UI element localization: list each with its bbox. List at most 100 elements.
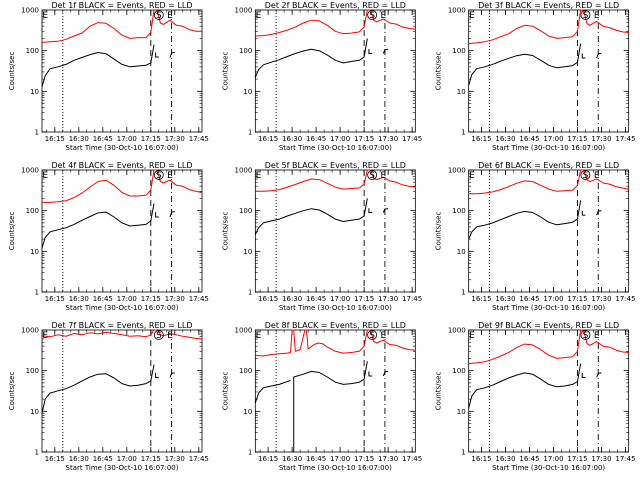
panel-det-3f: Det 3f BLACK = Events, RED = LLD 1 10 100 10…: [435, 1, 636, 152]
plot-frame: [41, 169, 203, 293]
x-tick-label: 17:15: [141, 295, 161, 303]
x-tick-label: 16:15: [471, 455, 491, 463]
interval-marker-label: E: [256, 11, 262, 21]
events-series-line: [468, 363, 582, 409]
x-tick-label: 17:30: [378, 135, 398, 143]
x-tick-label: 17:00: [117, 135, 137, 143]
events-series-line: [41, 44, 155, 87]
events-series-line: [254, 379, 291, 404]
x-tick-label: 17:45: [189, 135, 209, 143]
panel-title: Det 9f BLACK = Events, RED = LLD: [478, 321, 619, 330]
panel-title: Det 7f BLACK = Events, RED = LLD: [51, 321, 192, 330]
panel-det-9f: Det 9f BLACK = Events, RED = LLD 1 10 100 10…: [435, 321, 636, 472]
start-marker-circle: [367, 170, 378, 180]
y-tick-label: 1000: [448, 167, 466, 175]
y-tick-label: 100: [452, 47, 465, 55]
y-tick-label: 1: [248, 289, 252, 297]
lld-series-line: [41, 329, 203, 340]
x-tick-label: 17:00: [330, 295, 350, 303]
y-tick-label: 1: [35, 129, 39, 137]
x-tick-label: 17:15: [354, 295, 374, 303]
interval-marker-label: E: [380, 171, 386, 181]
events-series-line: [581, 53, 586, 59]
x-tick-label: 16:45: [93, 135, 113, 143]
y-axis-label: Counts/sec: [8, 372, 16, 411]
events-series-line: [596, 210, 602, 216]
y-tick-label: 100: [26, 367, 39, 375]
y-tick-label: 10: [243, 88, 252, 96]
x-tick-label: 16:15: [258, 455, 278, 463]
plot-frame: [254, 9, 416, 133]
x-axis-label: Start Time (30-Oct-10 16:07:00): [492, 304, 605, 312]
y-tick-label: 1: [248, 449, 252, 457]
panel-title: Det 1f BLACK = Events, RED = LLD: [51, 1, 192, 10]
y-tick-label: 1000: [235, 167, 253, 175]
y-tick-label: 1: [248, 129, 252, 137]
x-tick-label: 16:15: [45, 295, 65, 303]
x-tick-label: 16:45: [306, 295, 326, 303]
start-marker-circle: [580, 330, 591, 340]
x-tick-label: 17:15: [354, 135, 374, 143]
events-series-line: [155, 212, 159, 218]
y-tick-label: 10: [457, 408, 466, 416]
interval-marker-label: S: [156, 171, 162, 181]
events-series-line: [382, 48, 389, 54]
panel-title: Det 2f BLACK = Events, RED = LLD: [265, 1, 406, 10]
y-tick-label: 1000: [448, 7, 466, 15]
start-marker-circle: [580, 10, 591, 20]
y-tick-label: 100: [239, 367, 252, 375]
x-tick-label: 16:45: [93, 455, 113, 463]
interval-marker-label: S: [156, 331, 162, 341]
panel-title: Det 5f BLACK = Events, RED = LLD: [265, 161, 406, 170]
y-tick-label: 1: [461, 449, 465, 457]
y-tick-label: 100: [26, 47, 39, 55]
y-tick-label: 10: [457, 248, 466, 256]
panel-det-6f: Det 6f BLACK = Events, RED = LLD 1 10 100 10…: [435, 161, 636, 312]
lld-series-line: [255, 329, 416, 357]
events-series-line: [254, 38, 368, 78]
plot-frame: [41, 329, 203, 453]
events-series-line: [41, 364, 155, 414]
x-tick-label: 16:30: [495, 135, 515, 143]
panel-title: Det 3f BLACK = Events, RED = LLD: [478, 1, 619, 10]
plot-frame: [468, 329, 630, 453]
y-tick-label: 1: [461, 289, 465, 297]
events-series-line: [468, 200, 582, 240]
x-axis-label: Start Time (30-Oct-10 16:07:00): [66, 464, 179, 472]
x-tick-label: 16:15: [471, 135, 491, 143]
interval-marker-label: S: [583, 331, 589, 341]
interval-marker-label: S: [369, 331, 375, 341]
x-tick-label: 16:15: [45, 135, 65, 143]
y-tick-label: 1000: [21, 167, 39, 175]
interval-marker-label: S: [369, 171, 375, 181]
y-tick-label: 100: [239, 47, 252, 55]
x-tick-label: 17:30: [591, 295, 611, 303]
start-marker-circle: [153, 330, 164, 340]
y-tick-label: 100: [452, 207, 465, 215]
x-axis-label: Start Time (30-Oct-10 16:07:00): [279, 464, 392, 472]
y-tick-label: 100: [26, 207, 39, 215]
interval-marker-label: E: [594, 171, 600, 181]
x-tick-label: 16:30: [495, 455, 515, 463]
y-axis-label: Counts/sec: [8, 212, 16, 251]
events-series-line: [169, 211, 175, 218]
events-series-line: [254, 198, 368, 235]
start-marker-circle: [580, 170, 591, 180]
x-tick-label: 17:00: [117, 295, 137, 303]
start-marker-circle: [367, 10, 378, 20]
y-tick-label: 10: [457, 88, 466, 96]
x-tick-label: 17:45: [189, 455, 209, 463]
x-tick-label: 16:30: [69, 135, 89, 143]
y-tick-label: 1000: [235, 7, 253, 15]
y-tick-label: 1000: [21, 327, 39, 335]
events-series-line: [596, 372, 602, 378]
panel-det-8f: Det 8f BLACK = Events, RED = LLD 1 10 100 10…: [221, 321, 422, 472]
start-marker-circle: [153, 10, 164, 20]
interval-marker-label: E: [469, 331, 475, 341]
y-tick-label: 100: [239, 207, 252, 215]
x-tick-label: 17:30: [165, 455, 185, 463]
y-tick-label: 10: [30, 408, 39, 416]
x-tick-label: 17:15: [141, 455, 161, 463]
x-tick-label: 17:45: [402, 455, 422, 463]
